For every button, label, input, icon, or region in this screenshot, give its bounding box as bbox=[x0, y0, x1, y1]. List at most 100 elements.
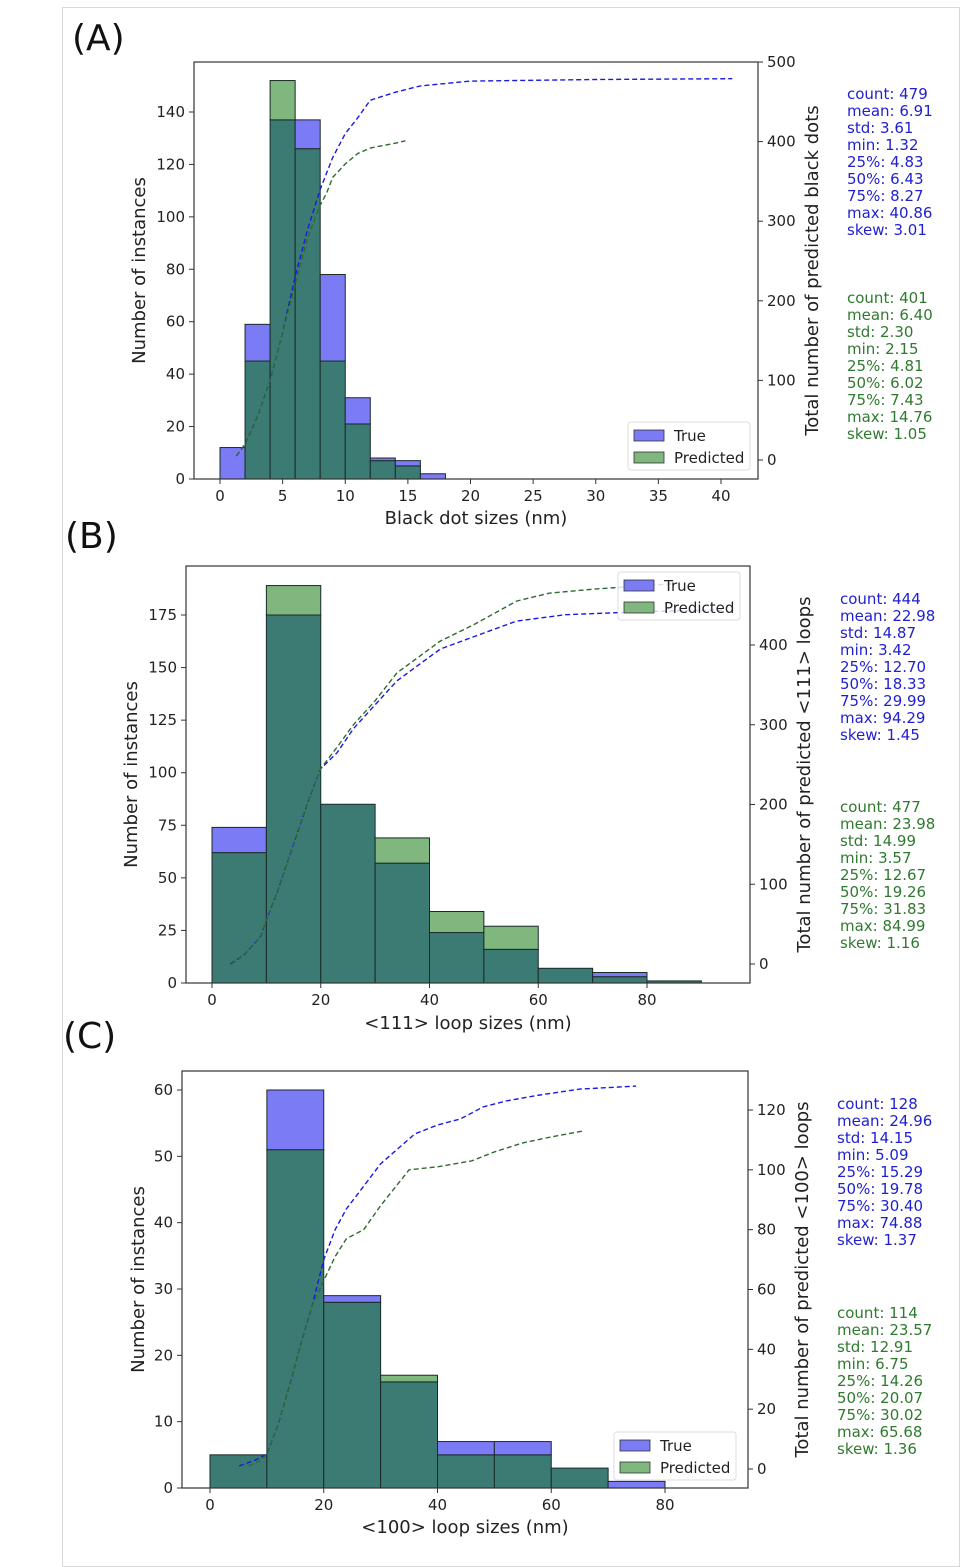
stat-predicted: std: 12.91 bbox=[837, 1338, 913, 1356]
y-tick-label: 20 bbox=[166, 418, 185, 436]
bar-true bbox=[219, 447, 246, 480]
bar-overlap bbox=[483, 948, 539, 984]
y-right-tick-label: 20 bbox=[757, 1400, 776, 1418]
bar-overlap bbox=[269, 119, 296, 480]
stat-predicted: 75%: 31.83 bbox=[840, 900, 926, 918]
panel-label: (B) bbox=[65, 516, 118, 557]
x-axis-title: Black dot sizes (nm) bbox=[385, 508, 568, 529]
legend-swatch-predicted bbox=[619, 1461, 651, 1474]
cumulative-line-predicted bbox=[248, 1130, 584, 1467]
stat-true: skew: 3.01 bbox=[847, 221, 927, 239]
y-right-axis-title: Total number of predicted <111> loops bbox=[794, 597, 815, 954]
y-tick-label: 0 bbox=[167, 974, 177, 992]
panel-label: (C) bbox=[63, 1016, 116, 1057]
stat-true: count: 479 bbox=[847, 85, 928, 103]
stat-true: min: 3.42 bbox=[840, 641, 912, 659]
x-tick-label: 25 bbox=[524, 487, 543, 505]
stat-predicted: count: 401 bbox=[847, 289, 928, 307]
legend-label-predicted: Predicted bbox=[664, 599, 734, 617]
cumulative-line-predicted bbox=[231, 582, 675, 965]
x-tick-label: 0 bbox=[215, 487, 225, 505]
y-right-tick-label: 500 bbox=[767, 53, 796, 71]
x-tick-label: 60 bbox=[529, 991, 548, 1009]
x-tick-label: 40 bbox=[420, 991, 439, 1009]
stat-true: 25%: 15.29 bbox=[837, 1163, 923, 1181]
y-right-tick-label: 100 bbox=[759, 875, 788, 893]
y-tick-label: 25 bbox=[158, 921, 177, 939]
x-tick-label: 35 bbox=[649, 487, 668, 505]
x-tick-label: 10 bbox=[336, 487, 355, 505]
x-tick-label: 80 bbox=[637, 991, 656, 1009]
bar-overlap bbox=[344, 423, 371, 480]
y-tick-label: 50 bbox=[158, 869, 177, 887]
bar-true bbox=[493, 1441, 552, 1456]
bar-true bbox=[323, 1295, 382, 1303]
bar-overlap bbox=[550, 1467, 609, 1489]
stat-true: 25%: 12.70 bbox=[840, 658, 926, 676]
stat-predicted: mean: 23.98 bbox=[840, 815, 935, 833]
y-tick-label: 75 bbox=[158, 816, 177, 834]
bar-overlap bbox=[493, 1454, 552, 1489]
stat-predicted: skew: 1.36 bbox=[837, 1440, 917, 1458]
legend: True Predicted bbox=[613, 1431, 737, 1481]
stat-true: 50%: 6.43 bbox=[847, 170, 924, 188]
bar-overlap bbox=[266, 1149, 325, 1489]
legend-label-true: True bbox=[663, 577, 696, 595]
stat-predicted: 50%: 6.02 bbox=[847, 374, 924, 392]
stat-true: mean: 22.98 bbox=[840, 607, 935, 625]
cumulative-line-true bbox=[235, 78, 733, 457]
stat-predicted: 25%: 4.81 bbox=[847, 357, 924, 375]
y-right-tick-label: 200 bbox=[767, 292, 796, 310]
y-tick-label: 30 bbox=[154, 1280, 173, 1298]
stat-true: count: 444 bbox=[840, 590, 921, 608]
bar-true bbox=[294, 119, 321, 150]
y-right-tick-label: 80 bbox=[757, 1221, 776, 1239]
bar-predicted bbox=[269, 80, 296, 121]
stat-true: 50%: 19.78 bbox=[837, 1180, 923, 1198]
stat-predicted: 25%: 14.26 bbox=[837, 1372, 923, 1390]
stat-true: std: 14.15 bbox=[837, 1129, 913, 1147]
stat-true: min: 5.09 bbox=[837, 1146, 909, 1164]
bar-true bbox=[344, 397, 371, 425]
bar-true bbox=[266, 1089, 325, 1151]
stat-predicted: std: 14.99 bbox=[840, 832, 916, 850]
y-tick-label: 150 bbox=[148, 659, 177, 677]
y-tick-label: 100 bbox=[156, 208, 185, 226]
stat-predicted: min: 6.75 bbox=[837, 1355, 909, 1373]
plot-frame bbox=[193, 61, 759, 480]
bar-overlap bbox=[374, 862, 430, 984]
stat-predicted: count: 114 bbox=[837, 1304, 918, 1322]
bar-overlap bbox=[320, 803, 376, 984]
stat-predicted: skew: 1.05 bbox=[847, 425, 927, 443]
x-tick-label: 0 bbox=[207, 991, 217, 1009]
stat-true: mean: 6.91 bbox=[847, 102, 933, 120]
y-tick-label: 0 bbox=[163, 1479, 173, 1497]
y-tick-label: 100 bbox=[148, 764, 177, 782]
stat-predicted: 75%: 7.43 bbox=[847, 391, 924, 409]
legend-label-predicted: Predicted bbox=[660, 1459, 730, 1477]
y-tick-label: 0 bbox=[175, 470, 185, 488]
bar-overlap bbox=[537, 967, 594, 984]
stat-true: skew: 1.37 bbox=[837, 1231, 917, 1249]
bar-true bbox=[244, 323, 271, 362]
y-axis-title: Number of instances bbox=[121, 681, 142, 868]
bar-overlap bbox=[429, 932, 485, 984]
y-right-tick-label: 300 bbox=[767, 212, 796, 230]
y-right-tick-label: 400 bbox=[767, 133, 796, 151]
bar-true bbox=[319, 274, 346, 362]
stat-predicted: mean: 6.40 bbox=[847, 306, 933, 324]
x-axis-title: <111> loop sizes (nm) bbox=[364, 1013, 571, 1034]
x-tick-label: 20 bbox=[314, 1496, 333, 1514]
y-tick-label: 20 bbox=[154, 1346, 173, 1364]
bar-overlap bbox=[323, 1301, 382, 1489]
stat-true: 25%: 4.83 bbox=[847, 153, 924, 171]
bar-true bbox=[437, 1441, 495, 1456]
y-tick-label: 40 bbox=[166, 365, 185, 383]
x-tick-label: 40 bbox=[428, 1496, 447, 1514]
y-axis-title: Number of instances bbox=[128, 1186, 149, 1373]
stat-predicted: 50%: 20.07 bbox=[837, 1389, 923, 1407]
y-tick-label: 60 bbox=[154, 1081, 173, 1099]
y-tick-label: 50 bbox=[154, 1147, 173, 1165]
plot-frame bbox=[181, 1070, 749, 1489]
